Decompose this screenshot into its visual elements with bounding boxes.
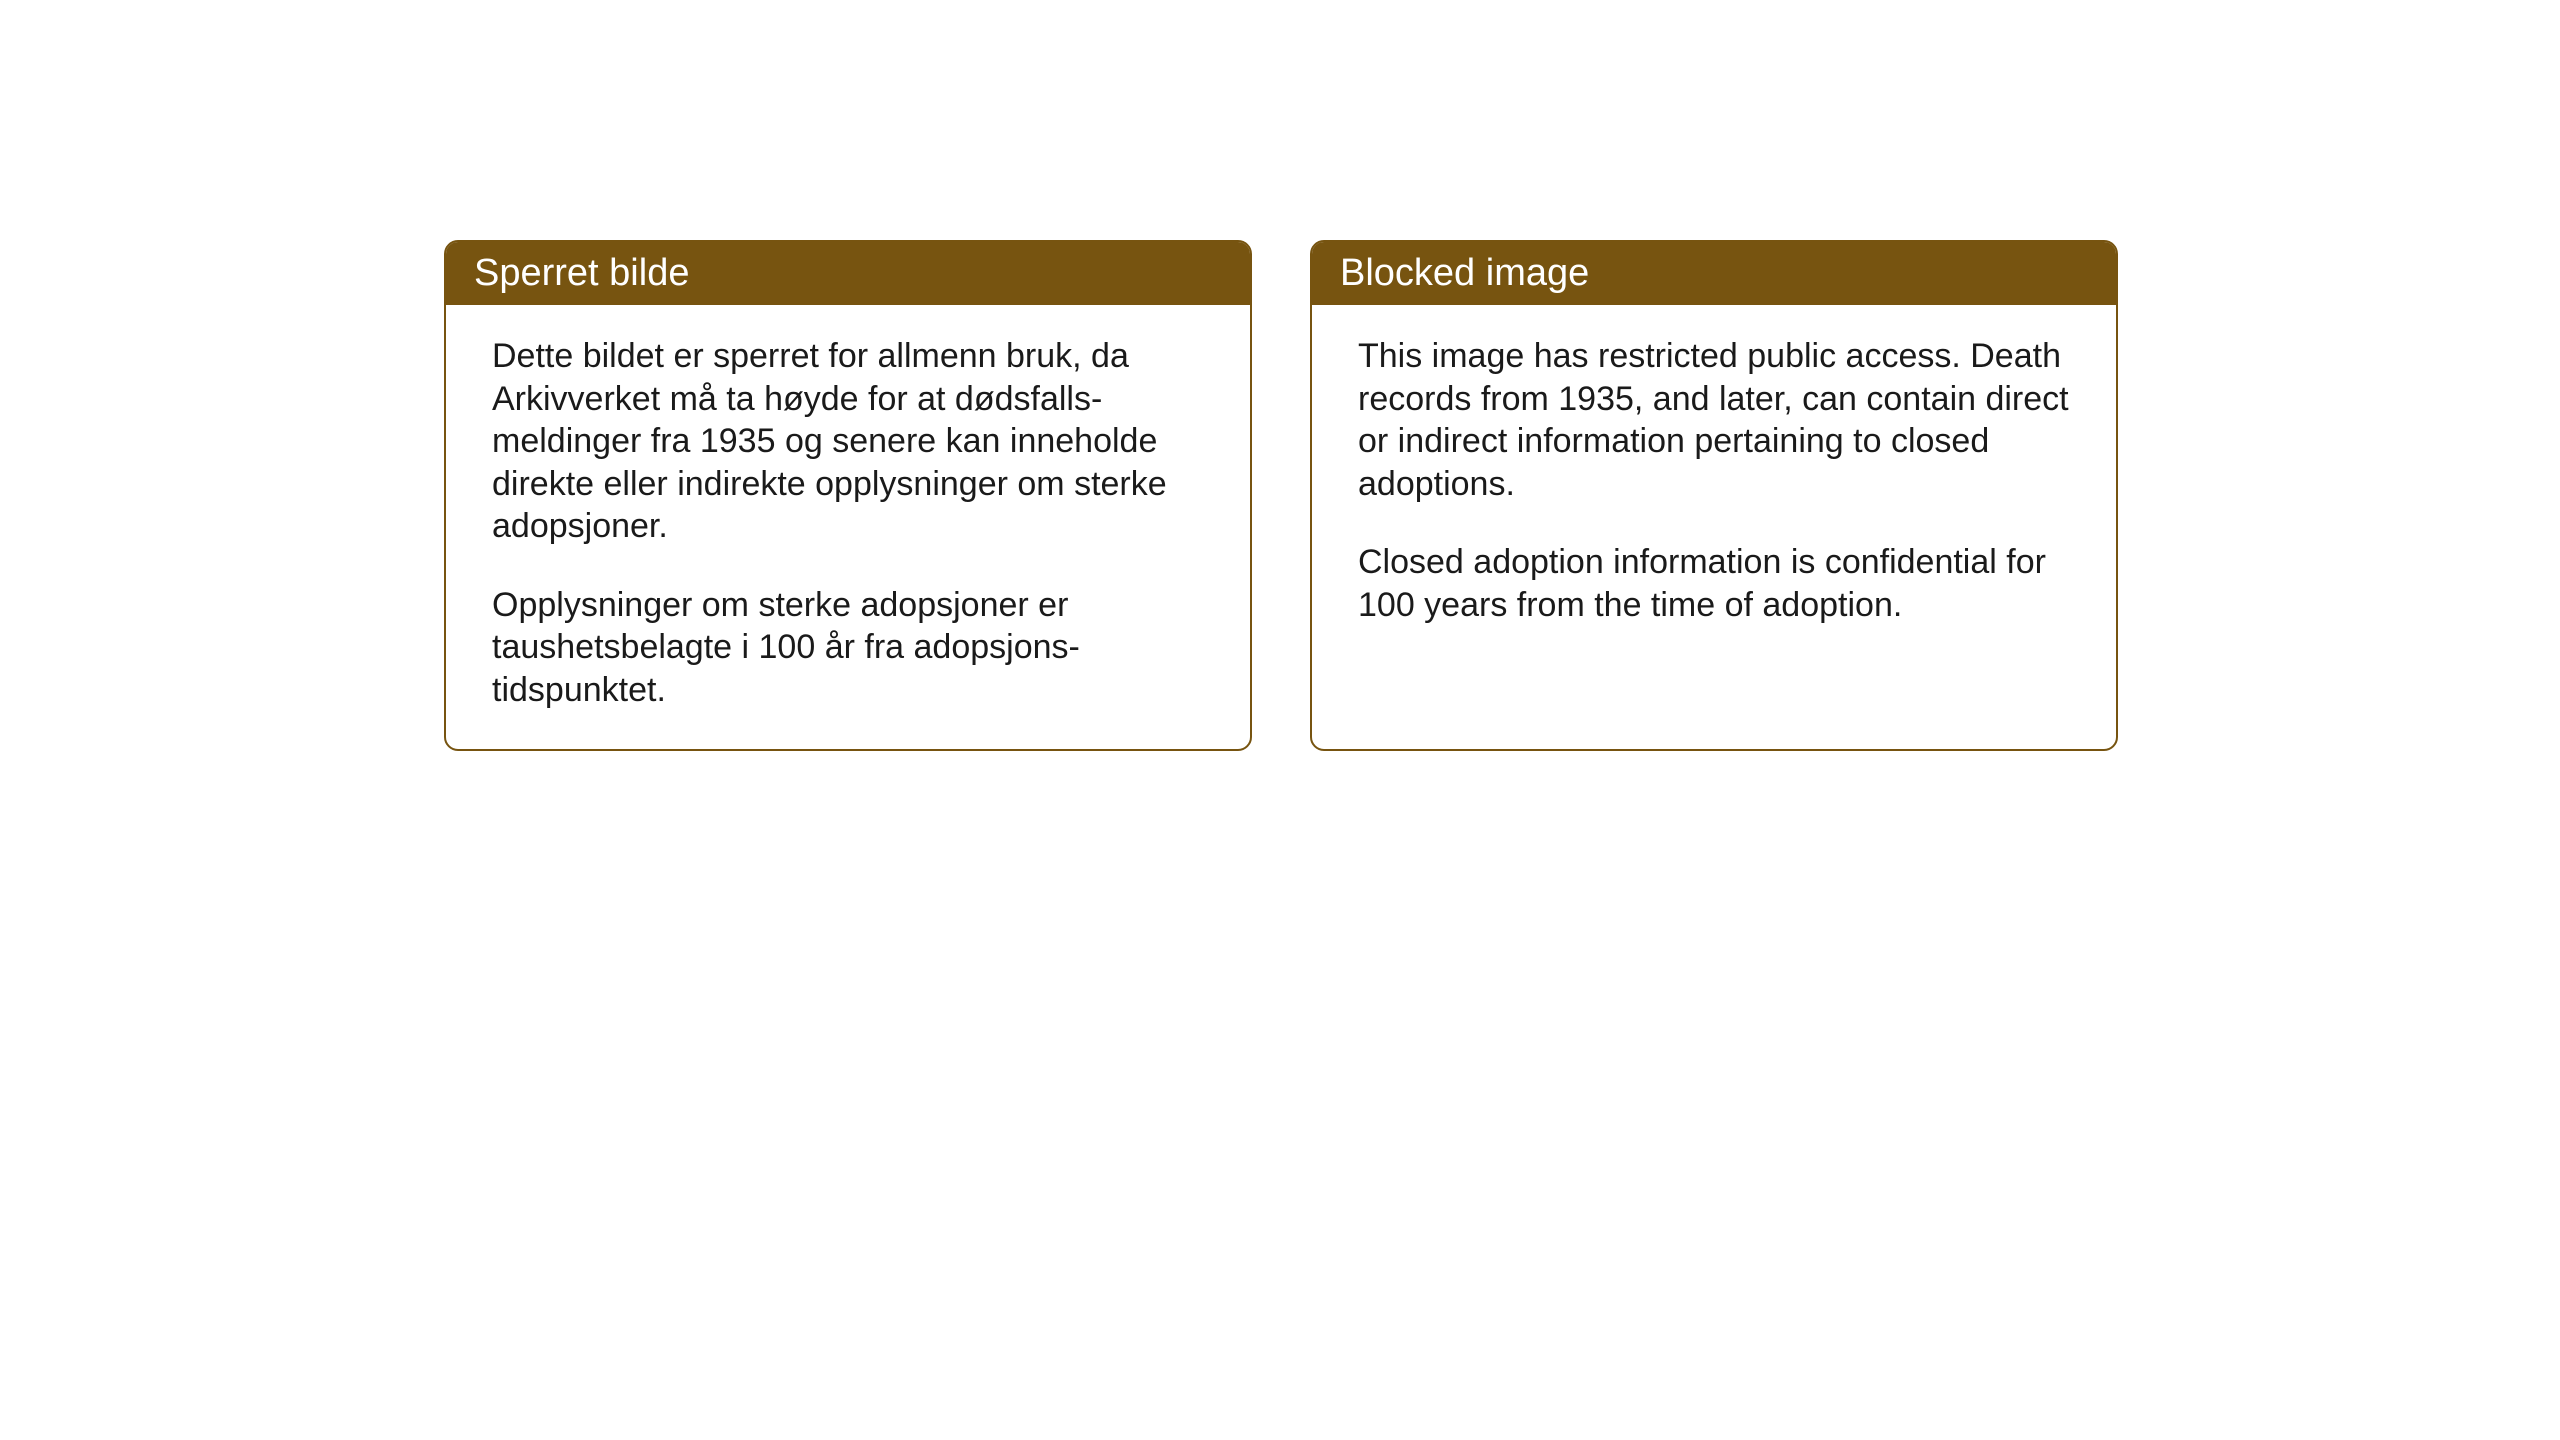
card-body-english: This image has restricted public access.… (1312, 305, 2116, 664)
card-paragraph: Closed adoption information is confident… (1358, 541, 2070, 626)
card-title: Blocked image (1340, 252, 1589, 294)
notice-container: Sperret bilde Dette bildet er sperret fo… (444, 240, 2118, 751)
card-paragraph: Dette bildet er sperret for allmenn bruk… (492, 335, 1204, 548)
card-title: Sperret bilde (474, 252, 689, 294)
card-paragraph: This image has restricted public access.… (1358, 335, 2070, 505)
card-paragraph: Opplysninger om sterke adopsjoner er tau… (492, 584, 1204, 712)
notice-card-norwegian: Sperret bilde Dette bildet er sperret fo… (444, 240, 1252, 751)
notice-card-english: Blocked image This image has restricted … (1310, 240, 2118, 751)
card-header-english: Blocked image (1312, 242, 2116, 305)
card-header-norwegian: Sperret bilde (446, 242, 1250, 305)
card-body-norwegian: Dette bildet er sperret for allmenn bruk… (446, 305, 1250, 749)
